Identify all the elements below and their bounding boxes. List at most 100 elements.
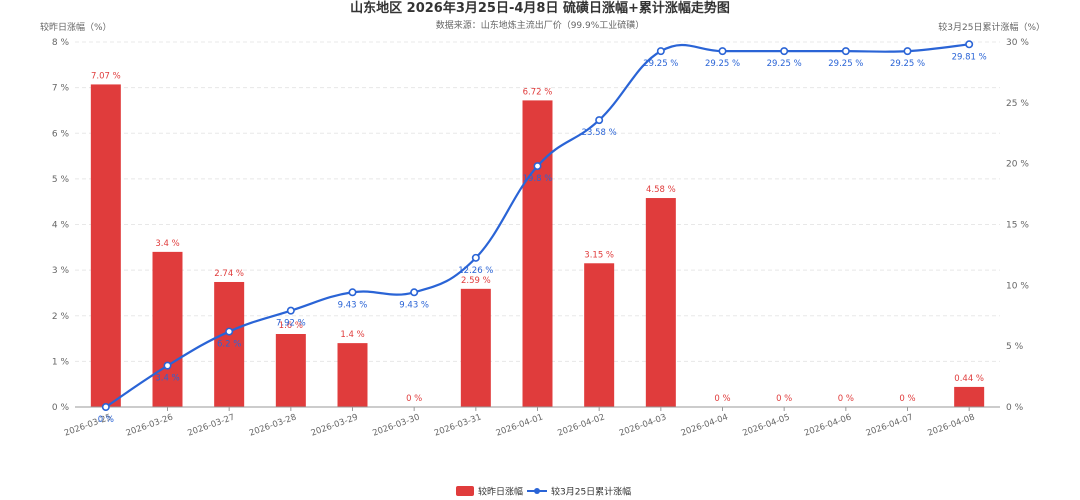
line-point[interactable] <box>595 116 604 125</box>
left-tick-label: 0 % <box>52 403 70 413</box>
right-tick-label: 0 % <box>1006 403 1024 413</box>
legend-line-label: 较3月25日累计涨幅 <box>551 486 631 498</box>
bar[interactable] <box>954 386 985 407</box>
line-point[interactable] <box>903 47 912 56</box>
left-tick-label: 4 % <box>52 221 70 231</box>
right-tick-label: 20 % <box>1006 160 1029 170</box>
line-point[interactable] <box>163 361 172 370</box>
left-tick-label: 7 % <box>52 84 70 94</box>
left-axis-title: 较昨日涨幅（%） <box>40 21 112 33</box>
line-point[interactable] <box>780 47 789 56</box>
line-point[interactable] <box>101 402 110 411</box>
x-tick-label: 2026-03-26 <box>125 412 175 438</box>
left-tick-label: 1 % <box>52 357 70 367</box>
right-tick-label: 30 % <box>1006 38 1029 48</box>
bar-value-label: 3.4 % <box>155 239 179 249</box>
line-point[interactable] <box>718 47 727 56</box>
line-value-label: 29.25 % <box>643 59 678 69</box>
x-tick-label: 2026-04-01 <box>495 412 545 438</box>
x-tick-label: 2026-03-29 <box>310 412 360 438</box>
x-tick-label: 2026-03-30 <box>371 412 421 438</box>
x-tick-label: 2026-04-02 <box>556 412 606 438</box>
left-tick-label: 6 % <box>52 129 70 139</box>
bar-value-label: 3.15 % <box>584 250 614 260</box>
bar[interactable] <box>90 84 121 408</box>
chart-title: 山东地区 2026年3月25日-4月8日 硫磺日涨幅+累计涨幅走势图 <box>350 0 730 16</box>
bar-value-label: 2.74 % <box>214 269 244 279</box>
bar-value-label: 6.72 % <box>523 87 553 97</box>
x-tick-label: 2026-04-05 <box>741 412 791 438</box>
bar-value-label: 0 % <box>899 394 915 404</box>
line-series <box>101 40 974 411</box>
line-value-label: 12.26 % <box>458 266 493 276</box>
line-value-label: 0 % <box>98 415 114 425</box>
bar[interactable] <box>522 100 553 408</box>
legend[interactable]: 较昨日涨幅 较3月25日累计涨幅 <box>456 486 631 498</box>
line-value-label: 29.25 % <box>767 59 802 69</box>
left-axis-ticks: 0 % 1 % 2 % 3 % 4 % 5 % 6 % 7 % 8 % <box>52 38 70 413</box>
bar[interactable] <box>214 281 245 407</box>
x-axis: 2026-03-25 2026-03-26 2026-03-27 2026-03-28… <box>63 406 1000 439</box>
line-value-label: 23.58 % <box>582 128 617 138</box>
right-tick-label: 15 % <box>1006 221 1029 231</box>
x-tick-label: 2026-04-06 <box>803 412 853 438</box>
line-value-label: 6.2 % <box>217 340 241 350</box>
right-tick-label: 25 % <box>1006 99 1029 109</box>
line-point[interactable] <box>965 40 974 49</box>
line-value-label: 3.4 % <box>155 374 179 384</box>
bar-value-label: 0 % <box>406 394 422 404</box>
line-point[interactable] <box>348 288 357 297</box>
line-value-label: 9.43 % <box>399 300 429 310</box>
bar-data-labels: 7.07 % 3.4 % 2.74 % 1.6 % 1.4 % 0 % 2.59 % 6.72… <box>91 71 984 404</box>
x-tick-label: 2026-03-28 <box>248 412 298 438</box>
line-point[interactable] <box>286 306 295 315</box>
left-tick-label: 2 % <box>52 312 70 322</box>
line-point[interactable] <box>533 162 542 171</box>
legend-bar-label: 较昨日涨幅 <box>478 486 523 498</box>
line-point[interactable] <box>225 327 234 336</box>
right-tick-label: 5 % <box>1006 342 1024 352</box>
right-tick-label: 10 % <box>1006 281 1029 291</box>
line-value-label: 29.25 % <box>890 59 925 69</box>
line-value-label: 19.8 % <box>523 174 553 184</box>
left-tick-label: 8 % <box>52 38 70 48</box>
bar-value-label: 0 % <box>776 394 792 404</box>
bar-value-label: 2.59 % <box>461 276 491 286</box>
line-value-label: 29.25 % <box>828 59 863 69</box>
bar-series <box>90 84 985 408</box>
bar[interactable] <box>152 251 183 407</box>
line-data-labels: 0 % 3.4 % 6.2 % 7.92 % 9.43 % 9.43 % 12.26 % 19… <box>98 52 987 425</box>
bar-value-label: 0 % <box>838 394 854 404</box>
bar[interactable] <box>645 198 676 407</box>
x-tick-label: 2026-03-27 <box>186 412 236 438</box>
bar-value-label: 1.6 % <box>279 321 303 331</box>
bar-value-label: 1.4 % <box>340 330 364 340</box>
line-point[interactable] <box>410 288 419 297</box>
line-value-label: 29.81 % <box>952 52 987 62</box>
line-value-label: 7.92 % <box>276 319 306 329</box>
line-point[interactable] <box>471 253 480 262</box>
line-point[interactable] <box>656 47 665 56</box>
bar[interactable] <box>275 334 306 407</box>
x-tick-label: 2026-03-31 <box>433 412 483 438</box>
bar[interactable] <box>460 288 491 407</box>
x-tick-label: 2026-04-03 <box>618 412 668 438</box>
bar[interactable] <box>337 343 368 407</box>
x-tick-label: 2026-04-04 <box>680 412 730 438</box>
line-point[interactable] <box>841 47 850 56</box>
bar-value-label: 4.58 % <box>646 185 676 195</box>
cumulative-line <box>105 43 970 408</box>
left-tick-label: 3 % <box>52 266 70 276</box>
line-value-label: 29.25 % <box>705 59 740 69</box>
bar[interactable] <box>584 263 615 407</box>
x-tick-label: 2026-04-08 <box>926 412 976 438</box>
line-value-label: 9.43 % <box>338 300 368 310</box>
x-tick-label: 2026-04-07 <box>865 412 915 438</box>
bar-value-label: 0 % <box>714 394 730 404</box>
right-axis-title: 较3月25日累计涨幅（%） <box>938 21 1045 33</box>
legend-bar-swatch <box>456 486 474 496</box>
right-axis-ticks: 0 % 5 % 10 % 15 % 20 % 25 % 30 % <box>1006 38 1029 413</box>
bar-value-label: 0.44 % <box>954 374 984 384</box>
chart-subtitle: 数据来源：山东地炼主流出厂价（99.9%工业硫磺） <box>436 19 645 31</box>
